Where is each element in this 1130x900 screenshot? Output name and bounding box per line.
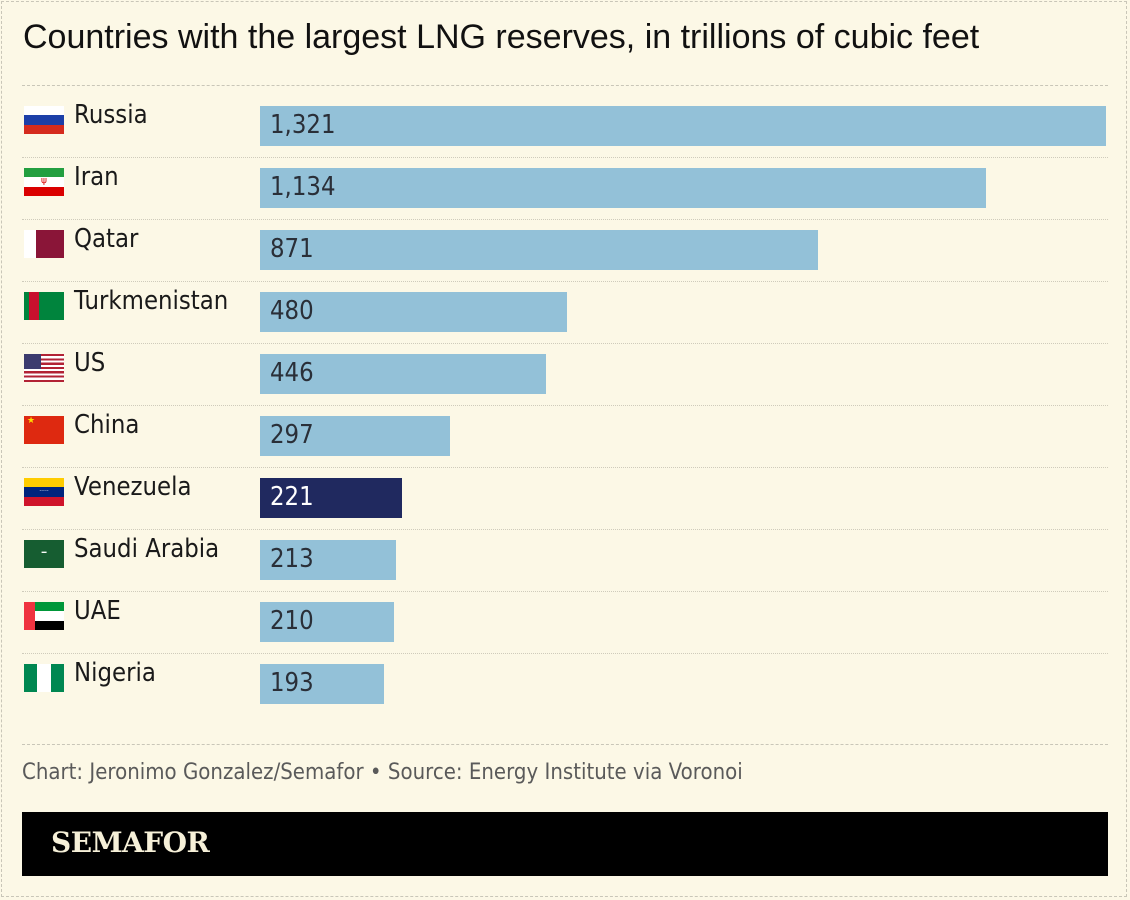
bar-row: ★ China 297: [22, 406, 1108, 468]
bar-row: ψ Iran 1,134: [22, 158, 1108, 220]
row-separator: [22, 219, 1108, 220]
bar: [260, 106, 1106, 146]
bar-row: Turkmenistan 480: [22, 282, 1108, 344]
bar: [260, 540, 397, 580]
category-label: Russia: [74, 100, 148, 130]
flag-icon: [24, 106, 64, 134]
row-separator: [22, 529, 1108, 530]
category-label: US: [74, 348, 106, 378]
flag-icon: ·····: [24, 478, 64, 506]
bar: [260, 416, 451, 456]
row-separator: [22, 281, 1108, 282]
bar: [260, 354, 546, 394]
category-label: Venezuela: [74, 472, 192, 502]
row-separator: [22, 157, 1108, 158]
flag-icon: [24, 664, 64, 692]
bar: [260, 602, 395, 642]
value-label: 221: [270, 482, 314, 512]
bar-row: UAE 210: [22, 592, 1108, 654]
bar-row: Russia 1,321: [22, 96, 1108, 158]
row-separator: [22, 591, 1108, 592]
bar: [260, 478, 402, 518]
row-separator: [22, 653, 1108, 654]
bar-row: ····· Venezuela 221: [22, 468, 1108, 530]
value-label: 1,134: [270, 172, 336, 202]
bar-row: US 446: [22, 344, 1108, 406]
divider: [22, 744, 1108, 745]
row-separator: [22, 467, 1108, 468]
category-label: Saudi Arabia: [74, 534, 220, 564]
bar-row: ━ Saudi Arabia 213: [22, 530, 1108, 592]
bar: [260, 664, 384, 704]
flag-icon: [24, 354, 64, 382]
value-label: 480: [270, 296, 314, 326]
flag-icon: ψ: [24, 168, 64, 196]
flag-icon: ━: [24, 540, 64, 568]
category-label: Nigeria: [74, 658, 156, 688]
category-label: UAE: [74, 596, 121, 626]
category-label: Qatar: [74, 224, 139, 254]
bar: [260, 168, 987, 208]
bar-row: Qatar 871: [22, 220, 1108, 282]
chart-title: Countries with the largest LNG reserves,…: [23, 18, 980, 56]
flag-icon: [24, 602, 64, 630]
bar: [260, 230, 818, 270]
semafor-logo: SEMAFOR: [51, 826, 210, 859]
bar-row: Nigeria 193: [22, 654, 1108, 716]
value-label: 297: [270, 420, 314, 450]
flag-icon: [24, 292, 64, 320]
value-label: 213: [270, 544, 314, 574]
footer-bar: SEMAFOR: [22, 812, 1108, 876]
divider: [22, 85, 1108, 86]
row-separator: [22, 343, 1108, 344]
category-label: Turkmenistan: [74, 286, 229, 316]
flag-icon: ★: [24, 416, 64, 444]
value-label: 210: [270, 606, 314, 636]
flag-icon: [24, 230, 64, 258]
source-note: Chart: Jeronimo Gonzalez/Semafor • Sourc…: [22, 760, 743, 785]
value-label: 1,321: [270, 110, 336, 140]
category-label: China: [74, 410, 140, 440]
row-separator: [22, 405, 1108, 406]
bar: [260, 292, 568, 332]
value-label: 446: [270, 358, 314, 388]
value-label: 193: [270, 668, 314, 698]
value-label: 871: [270, 234, 314, 264]
category-label: Iran: [74, 162, 119, 192]
